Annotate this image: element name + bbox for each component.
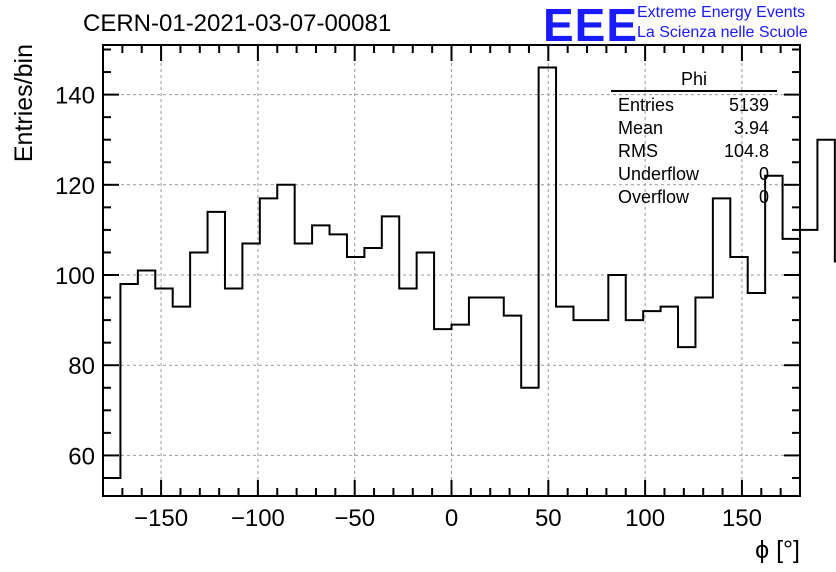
y-axis-label: Entries/bin — [10, 44, 38, 162]
stats-title: Phi — [680, 69, 707, 89]
x-axis-label: ϕ [°] — [755, 536, 800, 564]
x-tick-label: 50 — [535, 505, 562, 532]
stats-value: 3.94 — [733, 118, 769, 138]
stats-row-rms: RMS 104.8 — [611, 140, 777, 163]
stats-label: Overflow — [618, 187, 690, 207]
tick-labels: −150 −100 −50 0 50 100 150 60 80 100 120 140 — [55, 83, 762, 532]
y-tick-label: 60 — [68, 443, 95, 470]
y-tick-label: 80 — [68, 353, 95, 380]
y-tick-label: 120 — [55, 173, 95, 200]
stats-label: Underflow — [618, 164, 700, 184]
x-tick-label: 0 — [445, 505, 458, 532]
stats-value: 0 — [758, 187, 769, 207]
stats-value: 5139 — [728, 95, 769, 115]
logo-line-2: La Scienza nelle Scuole — [637, 24, 808, 41]
stats-divider — [611, 90, 777, 92]
stats-value: 104.8 — [723, 141, 769, 161]
x-tick-label: −100 — [231, 505, 285, 532]
x-tick-label: 100 — [625, 505, 665, 532]
stats-label: Mean — [618, 118, 664, 138]
stats-row-overflow: Overflow 0 — [611, 186, 777, 209]
x-tick-label: 150 — [722, 505, 762, 532]
eee-logo: EEE — [543, 0, 639, 51]
stats-row-underflow: Underflow 0 — [611, 163, 777, 186]
grid-lines — [103, 45, 800, 496]
axes — [102, 44, 801, 497]
histogram-series — [102, 66, 836, 496]
stats-label: Entries — [618, 95, 675, 115]
run-title: CERN-01-2021-03-07-00081 — [83, 10, 392, 37]
stats-label: RMS — [618, 141, 658, 161]
x-tick-label: −150 — [134, 505, 188, 532]
x-tick-label: −50 — [334, 505, 375, 532]
stats-box: Phi Entries 5139 Mean 3.94 RMS 104.8 Und… — [611, 69, 777, 209]
y-tick-label: 140 — [55, 83, 95, 110]
stats-row-entries: Entries 5139 — [611, 94, 777, 117]
y-tick-label: 100 — [55, 263, 95, 290]
stats-value: 0 — [758, 164, 769, 184]
stats-row-mean: Mean 3.94 — [611, 117, 777, 140]
eee-logo-text: Extreme Energy Events La Scienza nelle S… — [637, 3, 808, 43]
logo-line-1: Extreme Energy Events — [637, 4, 806, 21]
